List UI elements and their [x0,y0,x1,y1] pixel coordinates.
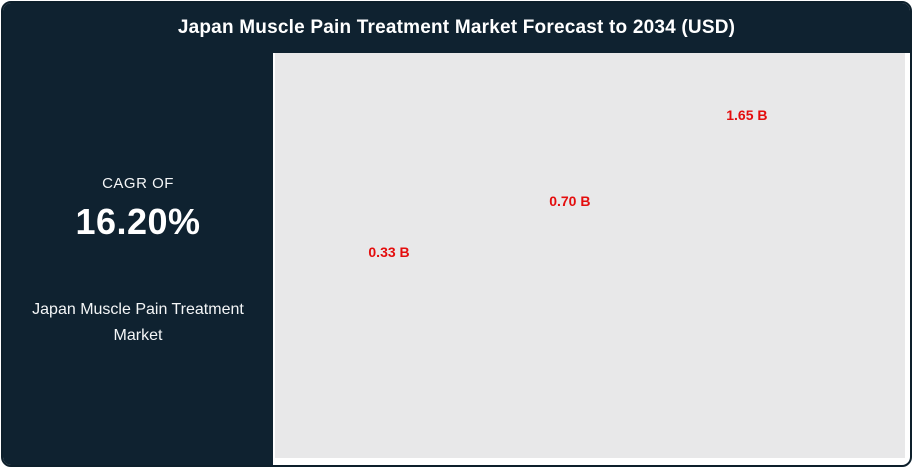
market-name: Japan Muscle Pain Treatment Market [32,301,244,344]
bar-value-label-1: 0.33 B [368,243,410,260]
chart-title: Japan Muscle Pain Treatment Market Forec… [177,17,736,38]
card-header: Japan Muscle Pain Treatment Market Forec… [3,3,910,53]
cagr-sidebar: CAGR OF 16.20% Japan Muscle Pain Treatme… [3,53,273,465]
bar-value-label-2: 0.70 B [549,192,591,209]
cagr-label: CAGR OF [102,175,174,192]
chart-plot-area: 0.33 B 0.70 B 1.65 B [275,53,905,458]
cagr-value: 16.20% [75,201,201,242]
bar-value-label-3: 1.65 B [726,106,768,123]
